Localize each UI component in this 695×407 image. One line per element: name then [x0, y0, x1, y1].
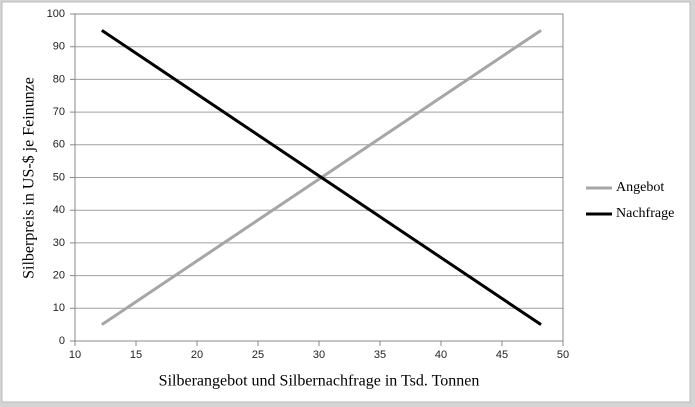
x-tick-label: 30 — [313, 349, 325, 361]
y-tick-label: 0 — [59, 335, 65, 347]
y-tick-label: 50 — [53, 171, 65, 183]
series-line — [101, 29, 542, 326]
x-tick-label: 20 — [191, 349, 203, 361]
x-tick-label: 25 — [252, 349, 264, 361]
y-tick-label: 60 — [53, 139, 65, 151]
x-tick-label: 10 — [69, 349, 81, 361]
x-tick-label: 45 — [496, 349, 508, 361]
legend-label: Nachfrage — [616, 206, 674, 221]
y-tick-label: 40 — [53, 204, 65, 216]
x-axis-label: Silberangebot und Silbernachfrage in Tsd… — [159, 373, 480, 390]
y-tick-label: 20 — [53, 270, 65, 282]
x-tick-label: 40 — [435, 349, 447, 361]
x-tick-label: 15 — [130, 349, 142, 361]
plot-border — [74, 13, 564, 342]
y-tick-label: 100 — [47, 8, 65, 20]
y-tick-label: 90 — [53, 41, 65, 53]
y-axis-label: Silberpreis in US-$ je Feinunze — [21, 77, 38, 279]
y-tick-label: 30 — [53, 237, 65, 249]
y-tick-label: 70 — [53, 106, 65, 118]
y-tick-label: 80 — [53, 73, 65, 85]
x-tick-label: 35 — [374, 349, 386, 361]
y-tick-label: 10 — [53, 302, 65, 314]
x-tick-label: 50 — [557, 349, 569, 361]
legend-label: Angebot — [616, 180, 664, 195]
